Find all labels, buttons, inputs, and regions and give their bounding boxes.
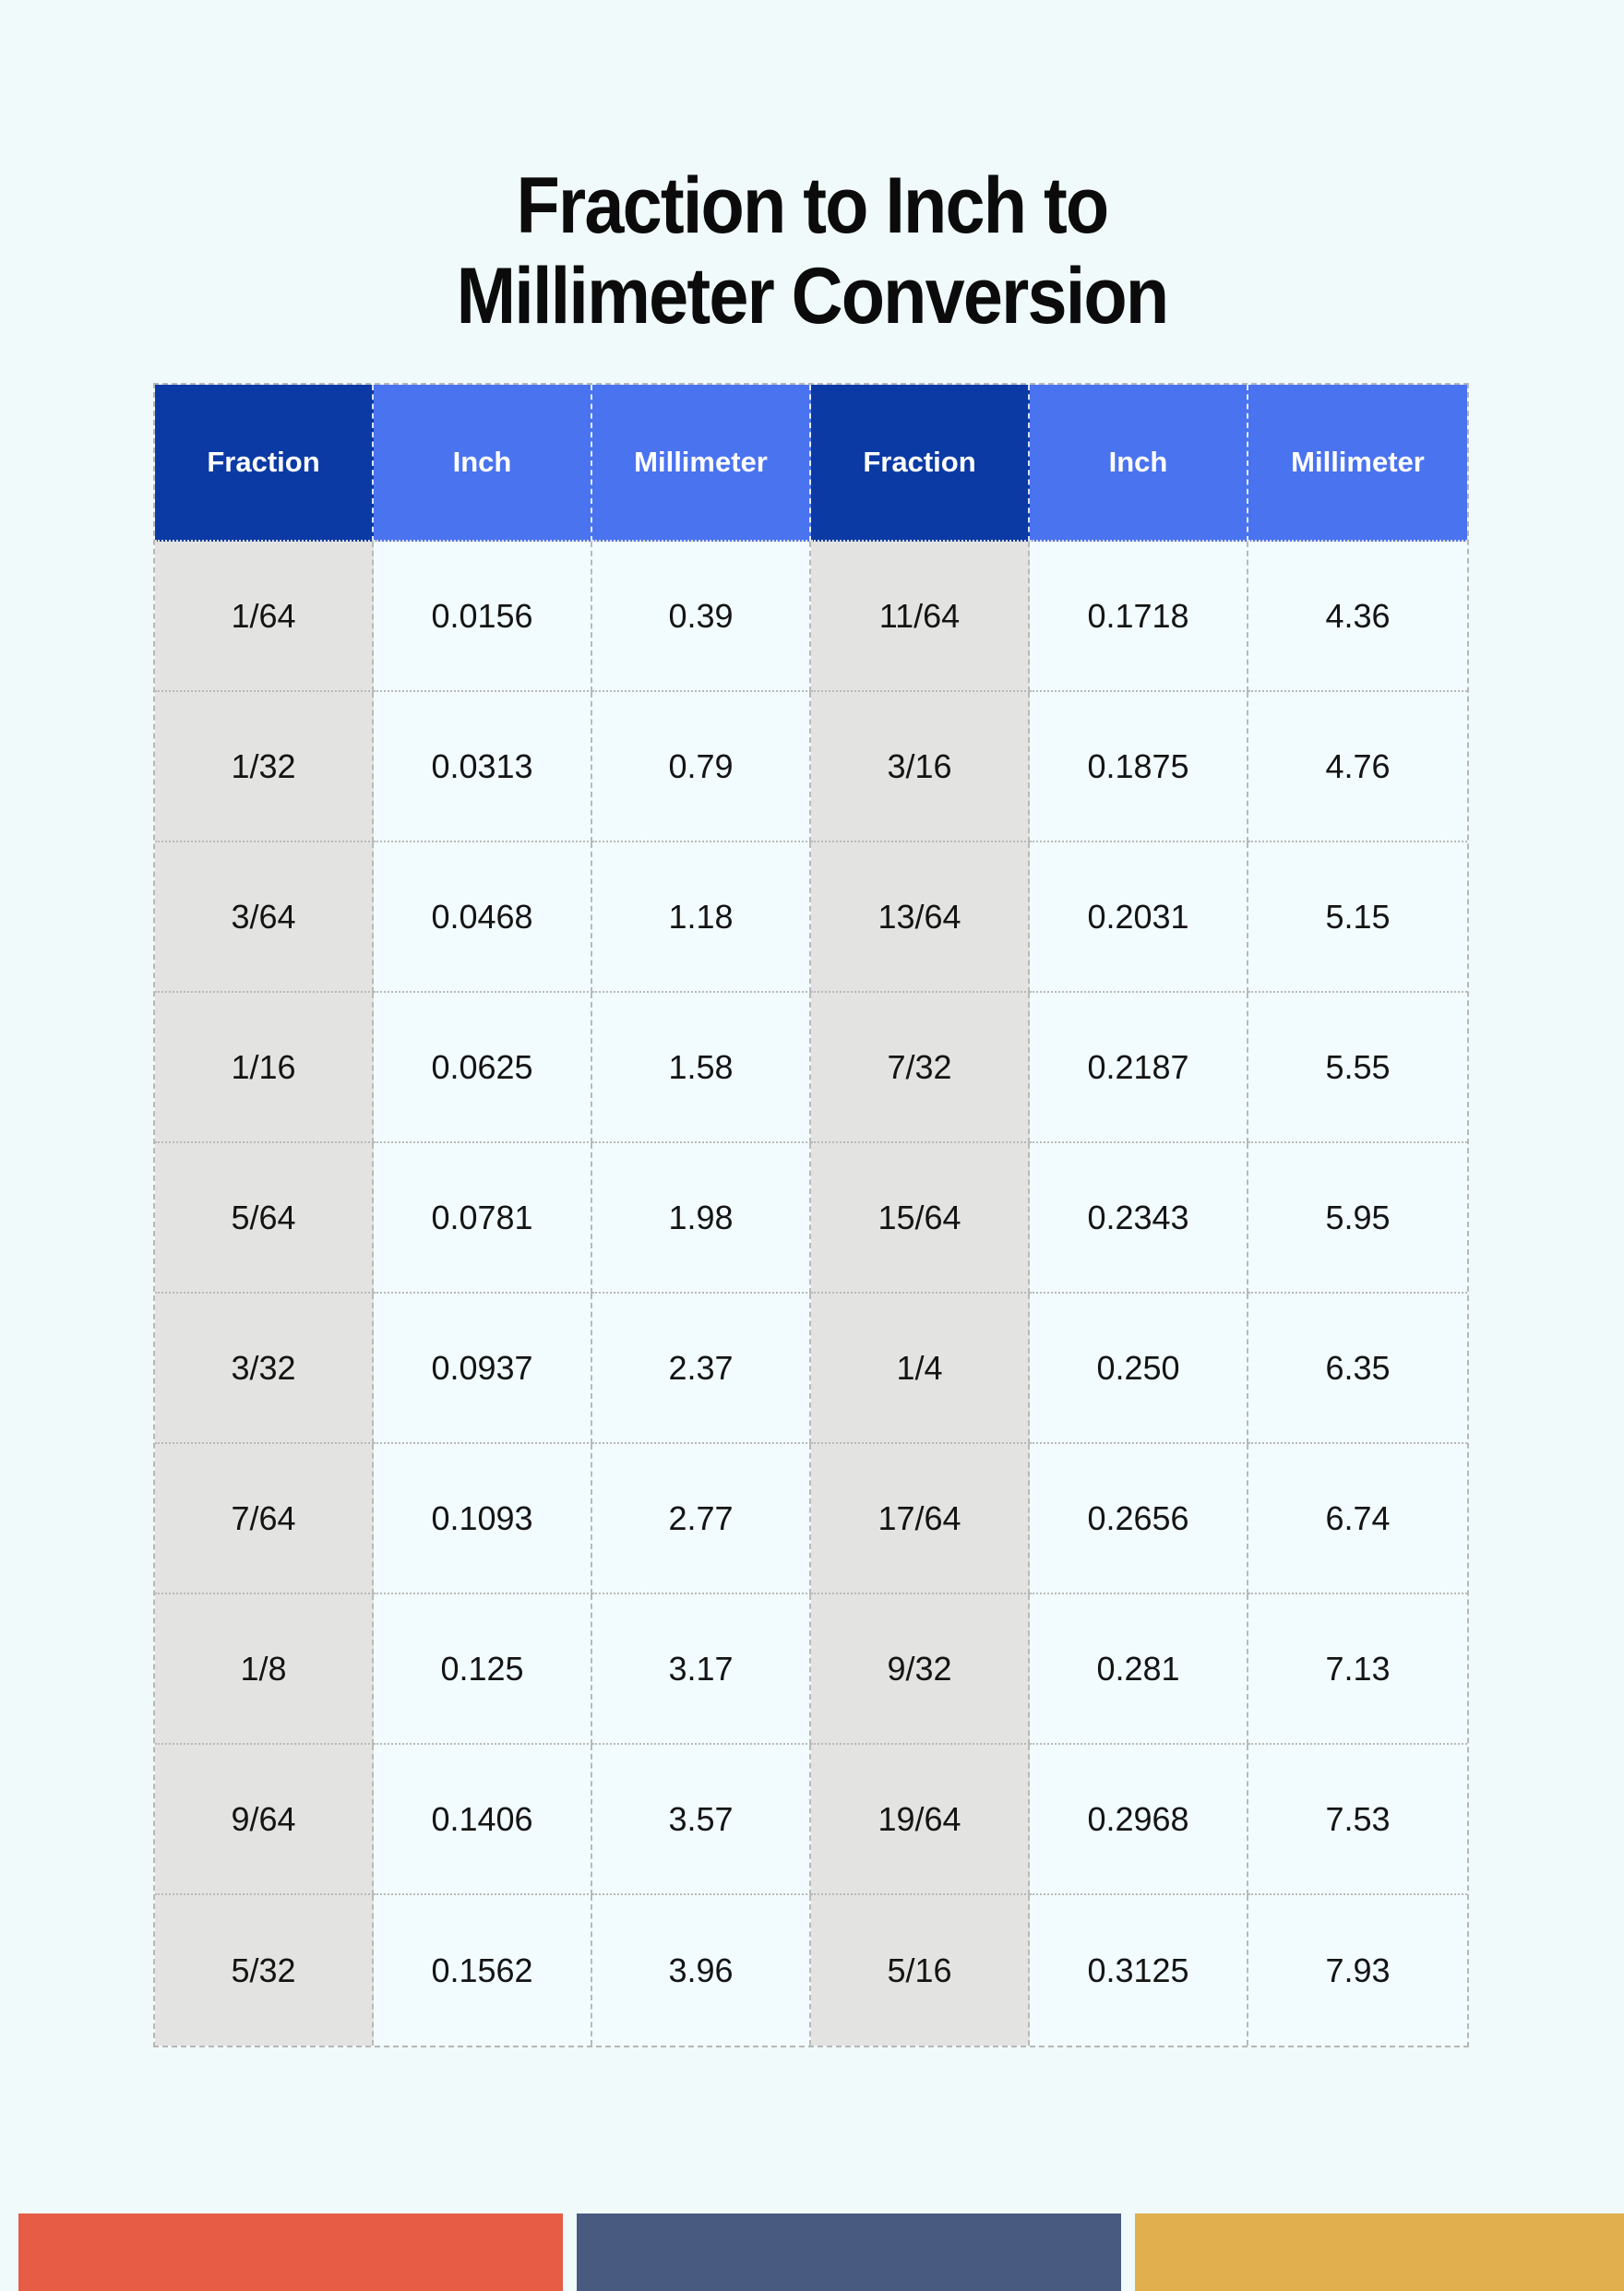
table-cell-inch: 0.2656 — [1030, 1444, 1248, 1594]
table-cell-mm: 1.58 — [592, 993, 811, 1143]
table-cell-mm: 3.96 — [592, 1895, 811, 2046]
header-cell-millimeter-right: Millimeter — [1248, 385, 1467, 542]
table-cell-inch: 0.2968 — [1030, 1745, 1248, 1895]
table-cell-mm: 6.35 — [1248, 1294, 1467, 1444]
table-cell-inch: 0.0781 — [374, 1143, 592, 1294]
table-cell-inch: 0.0313 — [374, 692, 592, 842]
table-cell-fraction: 3/32 — [155, 1294, 374, 1444]
table-cell-fraction: 9/32 — [811, 1594, 1030, 1745]
table-cell-fraction: 1/64 — [155, 542, 374, 692]
table-cell-inch: 0.1093 — [374, 1444, 592, 1594]
table-cell-inch: 0.0937 — [374, 1294, 592, 1444]
table-cell-inch: 0.0156 — [374, 542, 592, 692]
page-title-line-2: Millimeter Conversion — [456, 251, 1170, 340]
header-cell-fraction-left: Fraction — [155, 385, 374, 542]
table-cell-fraction: 1/8 — [155, 1594, 374, 1745]
table-cell-inch: 0.1406 — [374, 1745, 592, 1895]
table-cell-inch: 0.2187 — [1030, 993, 1248, 1143]
table-cell-inch: 0.281 — [1030, 1594, 1248, 1745]
table-cell-mm: 6.74 — [1248, 1444, 1467, 1594]
table-cell-fraction: 1/32 — [155, 692, 374, 842]
table-cell-fraction: 3/16 — [811, 692, 1030, 842]
table-cell-fraction: 7/64 — [155, 1444, 374, 1594]
table-cell-mm: 3.57 — [592, 1745, 811, 1895]
table-cell-fraction: 15/64 — [811, 1143, 1030, 1294]
table-cell-mm: 4.36 — [1248, 542, 1467, 692]
table-cell-mm: 0.79 — [592, 692, 811, 842]
table-cell-inch: 0.2343 — [1030, 1143, 1248, 1294]
table-cell-fraction: 17/64 — [811, 1444, 1030, 1594]
table-cell-fraction: 1/4 — [811, 1294, 1030, 1444]
table-cell-inch: 0.0468 — [374, 842, 592, 993]
page-title: Fraction to Inch to Millimeter Conversio… — [81, 161, 1543, 341]
footer-bar-navy — [577, 2213, 1121, 2291]
table-cell-mm: 7.13 — [1248, 1594, 1467, 1745]
table-cell-fraction: 5/64 — [155, 1143, 374, 1294]
table-cell-inch: 0.250 — [1030, 1294, 1248, 1444]
table-cell-inch: 0.0625 — [374, 993, 592, 1143]
table-cell-fraction: 11/64 — [811, 542, 1030, 692]
table-cell-fraction: 9/64 — [155, 1745, 374, 1895]
table-cell-fraction: 5/16 — [811, 1895, 1030, 2046]
table-cell-mm: 1.98 — [592, 1143, 811, 1294]
table-cell-mm: 4.76 — [1248, 692, 1467, 842]
table-cell-mm: 3.17 — [592, 1594, 811, 1745]
page-title-line-1: Fraction to Inch to — [516, 161, 1110, 250]
table-cell-fraction: 19/64 — [811, 1745, 1030, 1895]
table-cell-fraction: 5/32 — [155, 1895, 374, 2046]
header-cell-inch-left: Inch — [374, 385, 592, 542]
footer-bar-gold — [1135, 2213, 1624, 2291]
table-cell-mm: 5.15 — [1248, 842, 1467, 993]
table-cell-mm: 2.37 — [592, 1294, 811, 1444]
table-cell-fraction: 3/64 — [155, 842, 374, 993]
table-cell-mm: 2.77 — [592, 1444, 811, 1594]
table-cell-inch: 0.125 — [374, 1594, 592, 1745]
table-cell-fraction: 7/32 — [811, 993, 1030, 1143]
header-cell-inch-right: Inch — [1030, 385, 1248, 542]
table-cell-mm: 5.55 — [1248, 993, 1467, 1143]
table-cell-inch: 0.1562 — [374, 1895, 592, 2046]
conversion-table: Fraction Inch Millimeter Fraction Inch M… — [153, 383, 1469, 2047]
table-cell-mm: 0.39 — [592, 542, 811, 692]
table-cell-mm: 7.93 — [1248, 1895, 1467, 2046]
table-cell-inch: 0.1875 — [1030, 692, 1248, 842]
table-cell-inch: 0.1718 — [1030, 542, 1248, 692]
table-cell-mm: 5.95 — [1248, 1143, 1467, 1294]
table-cell-fraction: 1/16 — [155, 993, 374, 1143]
footer-bar-red — [18, 2213, 563, 2291]
header-cell-fraction-right: Fraction — [811, 385, 1030, 542]
table-cell-mm: 7.53 — [1248, 1745, 1467, 1895]
table-cell-inch: 0.3125 — [1030, 1895, 1248, 2046]
header-cell-millimeter-left: Millimeter — [592, 385, 811, 542]
table-cell-fraction: 13/64 — [811, 842, 1030, 993]
table-cell-mm: 1.18 — [592, 842, 811, 993]
table-cell-inch: 0.2031 — [1030, 842, 1248, 993]
